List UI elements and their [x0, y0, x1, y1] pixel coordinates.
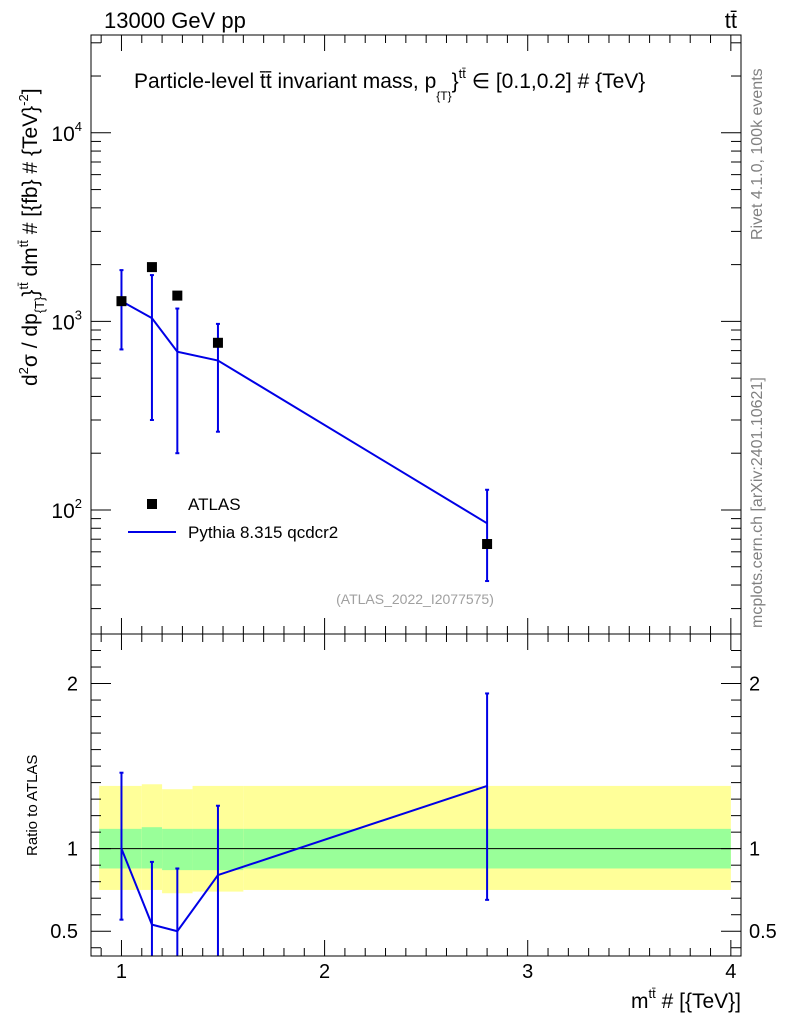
main-y-tick-label: 102: [51, 496, 82, 523]
legend-atlas-marker: [147, 499, 157, 509]
ratio-y-tick-label-left: 2: [67, 674, 78, 696]
x-tick-label: 2: [319, 961, 330, 983]
ratio-y-tick-label-left: 1: [67, 839, 78, 861]
mcplots-label: mcplots.cern.ch [arXiv:2401.10621]: [749, 377, 766, 628]
ratio-y-tick-label-left: 0.5: [50, 921, 78, 943]
rivet-label: Rivet 4.1.0, 100k events: [749, 68, 766, 240]
main-data-series: [116, 262, 493, 550]
legend-mc-label: Pythia 8.315 qcdcr2: [188, 523, 338, 542]
ratio-inner-band: [162, 828, 193, 871]
process-label: tt̄: [725, 8, 737, 33]
x-tick-label: 4: [725, 961, 736, 983]
data-point: [172, 290, 183, 301]
mc-line: [120, 300, 488, 525]
main-y-tick-label: 104: [51, 119, 82, 146]
ratio-frame: [90, 633, 742, 957]
x-tick-labels: 1 2 3 4: [116, 961, 737, 983]
x-tick-label: 3: [522, 961, 533, 983]
ratio-y-tick-labels: 0.5 0.5 1 1 2 2: [50, 674, 777, 944]
main-ticks: [91, 35, 741, 634]
ratio-mc-series: [119, 692, 490, 956]
data-point: [212, 337, 223, 348]
main-panel: 102 103 104 Particle-level t̄t̄ invariant …: [16, 34, 742, 635]
ratio-panel: 0.5 0.5 1 1 2 2 1 2 3 4 Ratio to ATLAS mtt̄ # [{…: [24, 633, 777, 1013]
main-y-axis-label: d2σ / dp{T}}tt̄ dmtt̄ # [{fb} # {TeV}-2]: [16, 88, 47, 386]
data-point: [146, 262, 157, 273]
data-point: [116, 296, 127, 307]
analysis-watermark: (ATLAS_2022_I2077575): [336, 591, 494, 607]
ratio-y-tick-label-right: 0.5: [749, 921, 777, 943]
ratio-y-axis-label: Ratio to ATLAS: [24, 755, 41, 856]
ratio-uncertainty-bands: [99, 784, 731, 894]
x-tick-label: 1: [116, 961, 127, 983]
main-frame: [90, 34, 742, 635]
data-point: [482, 539, 493, 550]
ratio-y-tick-label-right: 1: [749, 839, 760, 861]
ratio-y-tick-label-right: 2: [749, 674, 760, 696]
main-y-tick-label: 103: [51, 307, 82, 334]
legend: ATLAS Pythia 8.315 qcdcr2: [128, 495, 338, 542]
ratio-inner-band: [141, 827, 163, 869]
main-mc-series: [119, 269, 490, 583]
energy-label: 13000 GeV pp: [104, 8, 246, 33]
ratio-ticks: [91, 634, 741, 956]
plot-title: Particle-level t̄t̄ invariant mass, p{T}…: [134, 66, 645, 103]
x-axis-label: mtt̄ # [{TeV}]: [631, 986, 741, 1013]
legend-atlas-label: ATLAS: [188, 495, 241, 514]
main-y-tick-labels: 102 103 104: [51, 119, 82, 523]
